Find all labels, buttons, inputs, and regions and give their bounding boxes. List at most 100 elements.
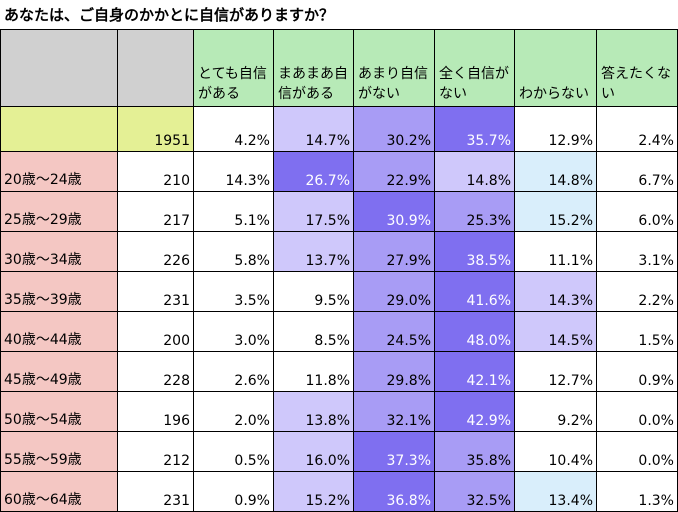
value-cell: 15.2% [514,191,597,232]
table-row: 50歳～54歳 196 2.0% 13.8% 32.1% 42.9% 9.2% 0.0% [0,391,678,432]
value-cell: 3.1% [596,231,678,272]
row-label-cell: 45歳～49歳 [0,351,118,392]
value-cell: 32.5% [434,471,515,512]
value-cell: 16.0% [273,431,354,472]
value-cell: 24.5% [353,311,435,352]
value-cell: 37.3% [353,431,435,472]
value-cell: 13.4% [514,471,597,512]
row-n-cell: 217 [117,191,194,232]
table-row: 55歳～59歳 212 0.5% 16.0% 37.3% 35.8% 10.4% 0.0% [0,431,678,472]
header-cell-dont-know: わからない [514,29,597,107]
total-label-cell [0,106,118,152]
row-label-cell: 60歳～64歳 [0,471,118,512]
value-cell: 26.7% [273,151,354,192]
header-cell-not-very-confident: あまり自信がない [353,29,435,107]
total-value-cell: 4.2% [193,106,274,152]
row-label-cell: 25歳～29歳 [0,191,118,232]
value-cell: 13.8% [273,391,354,432]
row-label-cell: 40歳～44歳 [0,311,118,352]
value-cell: 11.1% [514,231,597,272]
value-cell: 41.6% [434,271,515,312]
value-cell: 14.3% [514,271,597,312]
value-cell: 14.3% [193,151,274,192]
survey-table-body: とても自信がある まあまあ自信がある あまり自信がない 全く自信がない わからな… [0,29,678,512]
value-cell: 35.8% [434,431,515,472]
total-value-cell: 12.9% [514,106,597,152]
value-cell: 12.7% [514,351,597,392]
value-cell: 32.1% [353,391,435,432]
value-cell: 48.0% [434,311,515,352]
value-cell: 42.9% [434,391,515,432]
header-cell-very-confident: とても自信がある [193,29,274,107]
value-cell: 1.3% [596,471,678,512]
value-cell: 42.1% [434,351,515,392]
table-row: 35歳～39歳 231 3.5% 9.5% 29.0% 41.6% 14.3% 2.2% [0,271,678,312]
row-n-cell: 212 [117,431,194,472]
table-row: 20歳～24歳 210 14.3% 26.7% 22.9% 14.8% 14.8% 6.7% [0,151,678,192]
row-label-cell: 50歳～54歳 [0,391,118,432]
value-cell: 3.5% [193,271,274,312]
total-value-cell: 35.7% [434,106,515,152]
row-label-cell: 30歳～34歳 [0,231,118,272]
value-cell: 11.8% [273,351,354,392]
row-n-cell: 228 [117,351,194,392]
total-row: 1951 4.2% 14.7% 30.2% 35.7% 12.9% 2.4% [0,106,678,152]
value-cell: 22.9% [353,151,435,192]
row-n-cell: 210 [117,151,194,192]
row-label-cell: 55歳～59歳 [0,431,118,472]
value-cell: 36.8% [353,471,435,512]
value-cell: 29.0% [353,271,435,312]
value-cell: 9.5% [273,271,354,312]
header-cell-prefer-not-to-answer: 答えたくない [596,29,678,107]
value-cell: 14.5% [514,311,597,352]
row-label-cell: 35歳～39歳 [0,271,118,312]
survey-table: とても自信がある まあまあ自信がある あまり自信がない 全く自信がない わからな… [0,29,678,512]
table-row: 45歳～49歳 228 2.6% 11.8% 29.8% 42.1% 12.7% 0.9% [0,351,678,392]
header-cell-somewhat-confident: まあまあ自信がある [273,29,354,107]
value-cell: 3.0% [193,311,274,352]
value-cell: 0.0% [596,431,678,472]
total-value-cell: 30.2% [353,106,435,152]
row-n-cell: 226 [117,231,194,272]
value-cell: 2.6% [193,351,274,392]
row-n-cell: 196 [117,391,194,432]
table-row: 60歳～64歳 231 0.9% 15.2% 36.8% 32.5% 13.4% 1.3% [0,471,678,512]
total-value-cell: 2.4% [596,106,678,152]
value-cell: 15.2% [273,471,354,512]
header-row: とても自信がある まあまあ自信がある あまり自信がない 全く自信がない わからな… [0,29,678,107]
value-cell: 29.8% [353,351,435,392]
value-cell: 13.7% [273,231,354,272]
value-cell: 1.5% [596,311,678,352]
value-cell: 38.5% [434,231,515,272]
value-cell: 14.8% [434,151,515,192]
table-row: 25歳～29歳 217 5.1% 17.5% 30.9% 25.3% 15.2% 6.0% [0,191,678,232]
value-cell: 25.3% [434,191,515,232]
value-cell: 0.9% [193,471,274,512]
value-cell: 0.9% [596,351,678,392]
value-cell: 30.9% [353,191,435,232]
value-cell: 10.4% [514,431,597,472]
value-cell: 27.9% [353,231,435,272]
page-title: あなたは、ご自身のかかとに自信がありますか？ [4,6,335,24]
value-cell: 2.0% [193,391,274,432]
value-cell: 6.7% [596,151,678,192]
value-cell: 2.2% [596,271,678,312]
row-n-cell: 231 [117,471,194,512]
value-cell: 14.8% [514,151,597,192]
value-cell: 0.5% [193,431,274,472]
header-cell-n [117,29,194,107]
value-cell: 5.8% [193,231,274,272]
total-n-cell: 1951 [117,106,194,152]
total-value-cell: 14.7% [273,106,354,152]
value-cell: 0.0% [596,391,678,432]
value-cell: 8.5% [273,311,354,352]
row-n-cell: 200 [117,311,194,352]
table-row: 40歳～44歳 200 3.0% 8.5% 24.5% 48.0% 14.5% 1.5% [0,311,678,352]
table-row: 30歳～34歳 226 5.8% 13.7% 27.9% 38.5% 11.1% 3.1% [0,231,678,272]
header-cell-label [0,29,118,107]
value-cell: 9.2% [514,391,597,432]
value-cell: 17.5% [273,191,354,232]
row-n-cell: 231 [117,271,194,312]
row-label-cell: 20歳～24歳 [0,151,118,192]
value-cell: 5.1% [193,191,274,232]
